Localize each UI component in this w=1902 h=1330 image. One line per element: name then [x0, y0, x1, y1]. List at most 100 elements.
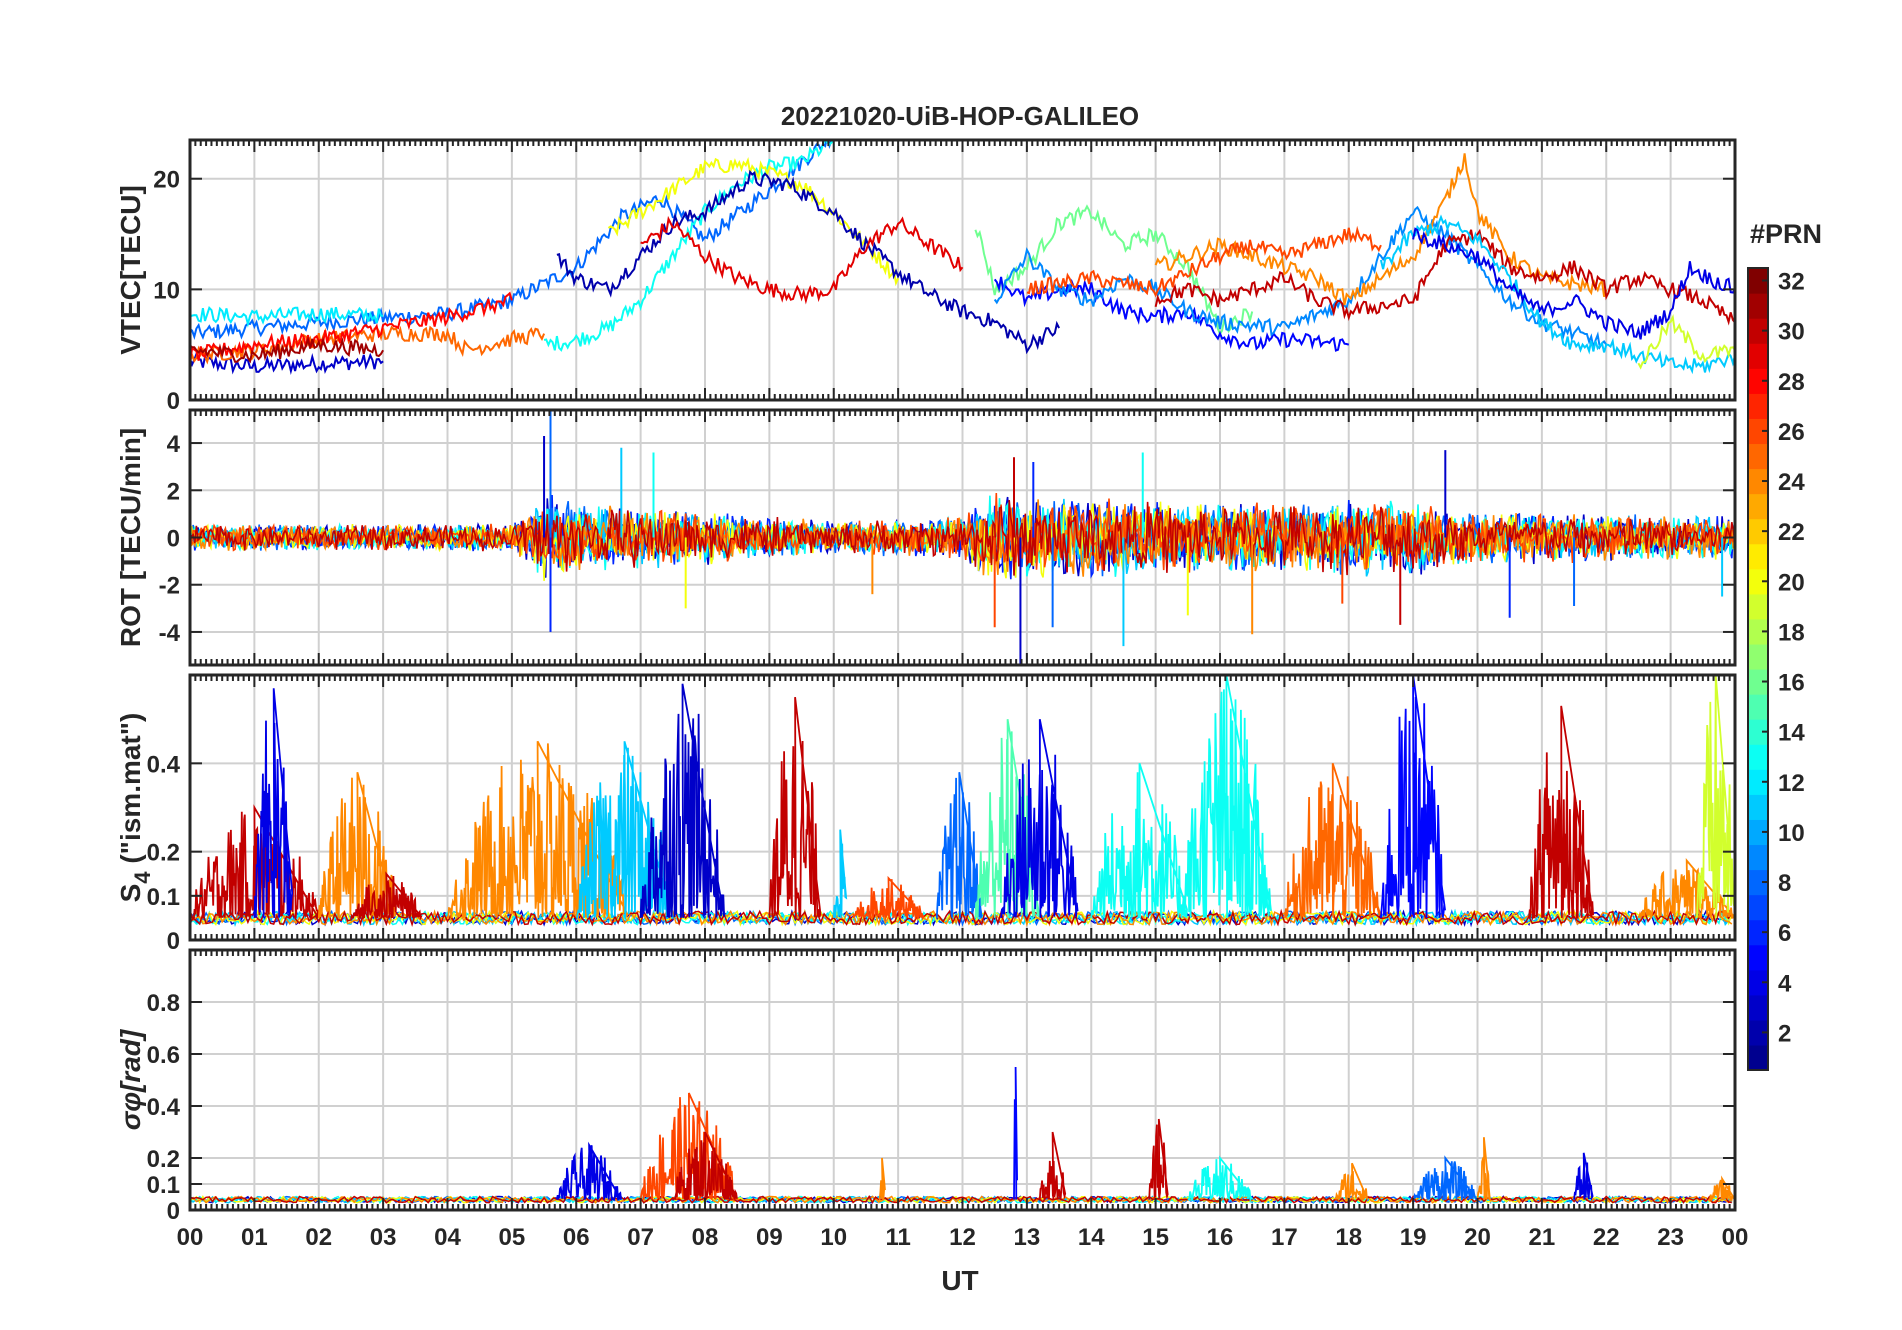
x-tick-label: 08 — [692, 1224, 719, 1251]
y-tick-label: -2 — [159, 573, 180, 600]
colorbar-cell — [1748, 669, 1768, 695]
sigma-burst-prn-4 — [556, 1141, 622, 1202]
x-tick-label: 22 — [1593, 1224, 1620, 1251]
colorbar-cell — [1748, 769, 1768, 795]
vtec-series-prn-2 — [556, 169, 1060, 355]
colorbar-tick-label: 6 — [1778, 920, 1791, 947]
colorbar-tick-label: 28 — [1778, 369, 1805, 396]
sigma-burst-prn-24 — [1708, 1175, 1735, 1203]
s4-baseline-prn-30 — [190, 908, 1733, 928]
rot-y-ticks: -4 -2 0 2 4 — [159, 431, 1735, 647]
colorbar-tick-label: 20 — [1778, 569, 1805, 596]
colorbar-cell — [1748, 293, 1768, 319]
sigma-burst-prn-5 — [1013, 1066, 1018, 1200]
x-tick-label: 21 — [1529, 1224, 1556, 1251]
s4-burst-prn-13 — [1090, 763, 1188, 918]
chart-title: 20221020-UiB-HOP-GALILEO — [781, 101, 1139, 131]
vtec-series-prn-31 — [190, 335, 384, 364]
vtec-series-prn-29 — [640, 215, 964, 305]
s4-y-axis-label: S4 ("ism.mat") — [115, 713, 155, 903]
vtec-series-prn-5 — [993, 276, 1350, 352]
colorbar-cell — [1748, 1019, 1768, 1046]
sigma-burst-prn-24 — [1335, 1162, 1369, 1202]
x-tick-label: 19 — [1400, 1224, 1427, 1251]
sigma-burst-prn-30 — [1148, 1118, 1169, 1201]
vtec-series-prn-9 — [993, 205, 1608, 352]
rot-series-prn-30 — [190, 500, 1735, 576]
s4-burst-prn-4 — [253, 688, 294, 918]
colorbar-cell — [1748, 969, 1768, 996]
colorbar-cell — [1748, 919, 1768, 946]
colorbar-tick-label: 18 — [1778, 619, 1805, 646]
s4-burst-prn-5 — [1380, 675, 1446, 918]
vtec-series-prn-8 — [190, 140, 833, 340]
s4-burst-prn-4 — [1000, 719, 1079, 919]
s4-burst-prn-30 — [768, 696, 822, 919]
s4-burst-prn-24 — [317, 771, 397, 919]
colorbar-cell — [1748, 643, 1768, 670]
colorbar-tick-label: 4 — [1778, 970, 1792, 997]
y-tick-label: 0.4 — [147, 1094, 181, 1121]
colorbar-cell — [1748, 994, 1768, 1021]
x-tick-label: 12 — [949, 1224, 976, 1251]
vtec-series-prn-16 — [974, 204, 1254, 337]
colorbar-tick-label: 8 — [1778, 870, 1791, 897]
y-tick-label: 0.1 — [147, 1172, 180, 1199]
colorbar-cell — [1748, 368, 1768, 394]
x-tick-label: 00 — [177, 1224, 204, 1251]
colorbar-cell — [1748, 568, 1768, 595]
sigma-y-ticks: 00.10.2 0.4 0.6 0.8 — [147, 990, 1735, 1225]
y-tick-label: -4 — [159, 620, 181, 647]
vtec-series-prn-30 — [1154, 228, 1735, 326]
y-tick-label: 0 — [167, 388, 180, 415]
colorbar-tick-label: 26 — [1778, 419, 1805, 446]
colorbar-cell — [1748, 493, 1768, 520]
colorbar-cell — [1748, 844, 1768, 871]
colorbar-cell — [1748, 744, 1768, 770]
x-tick-label: 13 — [1014, 1224, 1041, 1251]
x-tick-label: 20 — [1464, 1224, 1491, 1251]
x-tick-label: 09 — [756, 1224, 783, 1251]
sigma-burst-prn-4 — [1573, 1152, 1594, 1201]
rot-series-prn-13 — [190, 495, 1735, 577]
x-tick-label: 10 — [820, 1224, 847, 1251]
colorbar-cell — [1748, 443, 1768, 470]
y-tick-label: 0.2 — [147, 1146, 180, 1173]
sigma-burst-prn-24 — [1476, 1137, 1492, 1203]
sigma-y-axis-label: σφ[rad] — [115, 1028, 146, 1130]
colorbar-cell — [1748, 694, 1768, 720]
y-tick-label: 2 — [167, 478, 180, 505]
colorbar-cell — [1748, 343, 1768, 369]
colorbar-cell — [1748, 819, 1768, 846]
s4-burst-prn-13 — [1180, 675, 1272, 918]
sigma-burst-prn-30 — [1038, 1131, 1067, 1200]
vtec-series-prn-12 — [190, 306, 384, 328]
x-tick-label: 16 — [1207, 1224, 1234, 1251]
s4-burst-prn-25 — [1283, 763, 1382, 919]
s4-label-main: S — [115, 884, 146, 903]
vtec-series-prn-13 — [543, 140, 835, 352]
y-tick-label: 0 — [167, 526, 180, 553]
s4-label-rest: ("ism.mat") — [115, 713, 146, 872]
colorbar-tick-label: 10 — [1778, 820, 1805, 847]
y-tick-label: 0.4 — [147, 751, 181, 778]
s4-burst-prn-30 — [190, 804, 320, 920]
x-tick-label: 07 — [627, 1224, 654, 1251]
x-tick-label: 14 — [1078, 1224, 1105, 1251]
y-tick-label: 0.8 — [147, 990, 180, 1017]
colorbar-cell — [1748, 318, 1768, 344]
colorbar-cell — [1748, 719, 1768, 745]
vtec-data — [190, 140, 1735, 375]
colorbar-label: #PRN — [1750, 219, 1822, 249]
x-tick-label: 05 — [499, 1224, 526, 1251]
colorbar-cell — [1748, 869, 1768, 896]
colorbar-cell — [1748, 268, 1768, 294]
panel-sigma: 00.10.2 0.4 0.6 0.8σφ[rad] — [115, 948, 1737, 1225]
y-tick-label: 4 — [167, 431, 181, 458]
sigma-x-ticks — [189, 950, 1736, 1210]
rot-x-ticks — [189, 410, 1736, 665]
x-tick-label: 01 — [241, 1224, 268, 1251]
vtec-series-prn-11 — [1379, 214, 1735, 375]
